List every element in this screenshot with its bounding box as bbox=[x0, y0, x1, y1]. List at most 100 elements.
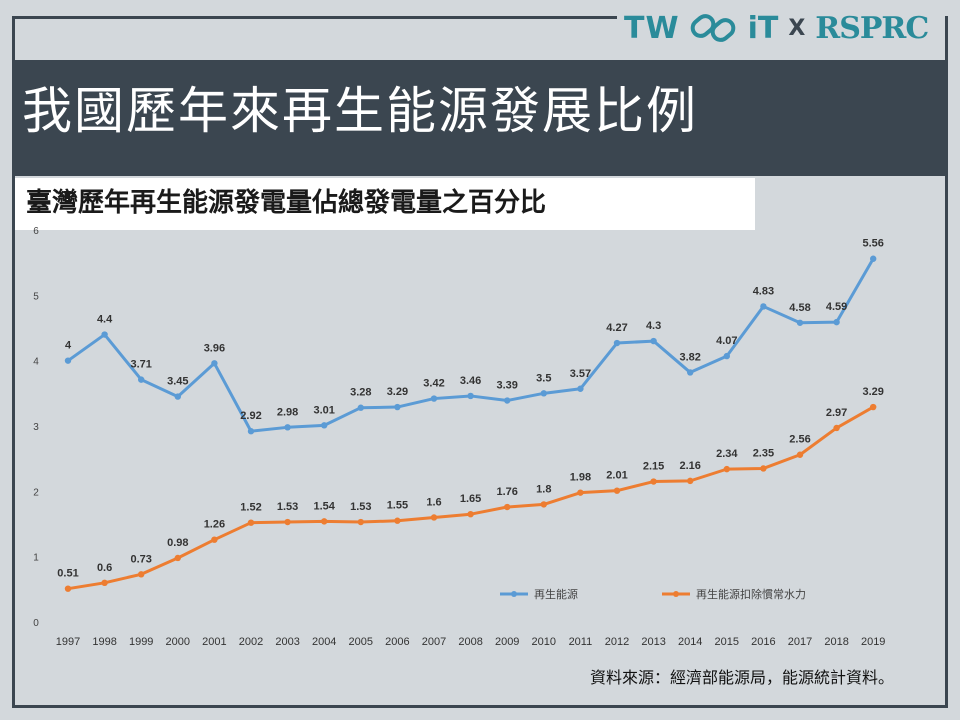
data-point bbox=[504, 503, 511, 511]
data-label: 4 bbox=[65, 340, 72, 352]
x-tick-label: 2003 bbox=[275, 636, 299, 648]
data-label: 2.16 bbox=[679, 460, 700, 472]
data-point bbox=[796, 451, 804, 458]
data-point bbox=[870, 255, 877, 262]
data-point bbox=[321, 518, 328, 525]
y-tick-label: 5 bbox=[33, 291, 39, 302]
x-tick-label: 2008 bbox=[458, 636, 482, 648]
data-label: 4.4 bbox=[97, 314, 113, 326]
data-label: 1.55 bbox=[387, 500, 408, 512]
data-label: 3.57 bbox=[570, 368, 591, 380]
x-tick-label: 2007 bbox=[422, 636, 446, 648]
data-label: 4.3 bbox=[646, 320, 661, 332]
data-point bbox=[687, 369, 694, 376]
data-point bbox=[870, 403, 877, 411]
data-point bbox=[211, 360, 218, 367]
data-label: 1.6 bbox=[426, 496, 441, 508]
data-point bbox=[833, 318, 840, 326]
data-point bbox=[174, 554, 181, 562]
data-label: 4.27 bbox=[606, 322, 627, 334]
data-point bbox=[650, 478, 657, 485]
data-label: 3.82 bbox=[679, 351, 700, 363]
data-point bbox=[467, 511, 474, 518]
data-label: 1.53 bbox=[350, 501, 371, 513]
legend-marker-1 bbox=[511, 591, 517, 597]
source-note: 資料來源：經濟部能源局，能源統計資料。 bbox=[589, 668, 894, 687]
data-label: 2.15 bbox=[643, 461, 664, 473]
logo-separator: X bbox=[788, 15, 806, 41]
data-label: 4.07 bbox=[716, 335, 737, 347]
x-tick-label: 2006 bbox=[385, 636, 409, 648]
x-tick-label: 2013 bbox=[641, 636, 665, 648]
legend-label-2: 再生能源扣除慣常水力 bbox=[696, 587, 806, 601]
data-point bbox=[321, 422, 328, 429]
x-tick-label: 2012 bbox=[605, 636, 629, 648]
y-tick-label: 3 bbox=[33, 422, 39, 433]
y-tick-label: 6 bbox=[33, 226, 39, 237]
data-point bbox=[430, 514, 438, 521]
data-point bbox=[138, 571, 145, 578]
data-point bbox=[394, 517, 401, 524]
y-tick-label: 0 bbox=[33, 618, 39, 629]
data-label: 2.35 bbox=[753, 447, 774, 459]
data-point bbox=[577, 385, 584, 392]
link-chain-icon bbox=[690, 14, 735, 42]
data-label: 1.98 bbox=[570, 472, 591, 484]
data-point bbox=[174, 393, 181, 400]
data-label: 0.6 bbox=[97, 562, 112, 574]
data-point bbox=[723, 352, 730, 360]
data-label: 2.56 bbox=[789, 434, 810, 446]
subtitle-band bbox=[15, 178, 755, 230]
data-label: 3.28 bbox=[350, 387, 371, 399]
data-point bbox=[796, 319, 804, 326]
data-label: 4.58 bbox=[789, 302, 810, 314]
data-point bbox=[687, 477, 694, 485]
data-label: 3.46 bbox=[460, 375, 481, 387]
chart-subtitle: 臺灣歷年再生能源發電量佔總發電量之百分比 bbox=[26, 188, 547, 218]
data-point bbox=[211, 536, 218, 543]
data-label: 3.5 bbox=[536, 372, 551, 384]
logo-it: iT bbox=[747, 10, 779, 46]
x-tick-label: 1997 bbox=[56, 636, 80, 648]
x-tick-label: 1998 bbox=[92, 636, 116, 648]
data-label: 1.76 bbox=[496, 486, 517, 498]
data-label: 1.26 bbox=[204, 519, 225, 531]
x-tick-label: 2005 bbox=[349, 636, 373, 648]
data-point bbox=[540, 501, 547, 508]
data-label: 4.59 bbox=[826, 301, 847, 313]
x-tick-label: 2018 bbox=[824, 636, 848, 648]
data-point bbox=[357, 518, 364, 526]
data-label: 5.56 bbox=[862, 238, 883, 250]
data-point bbox=[64, 585, 72, 592]
data-point bbox=[101, 331, 108, 338]
data-label: 3.71 bbox=[130, 359, 151, 371]
data-point bbox=[613, 339, 621, 347]
x-tick-label: 2004 bbox=[312, 636, 336, 648]
data-point bbox=[284, 424, 291, 431]
legend-label-1: 再生能源 bbox=[534, 587, 578, 601]
data-label: 1.53 bbox=[277, 501, 298, 513]
data-point bbox=[833, 424, 840, 432]
legend-marker-2 bbox=[673, 591, 679, 597]
data-label: 1.54 bbox=[313, 500, 335, 512]
data-point bbox=[64, 357, 72, 364]
y-tick-label: 4 bbox=[33, 357, 39, 368]
x-tick-label: 2010 bbox=[532, 636, 556, 648]
data-label: 3.96 bbox=[204, 342, 225, 354]
data-point bbox=[613, 487, 621, 494]
data-label: 2.98 bbox=[277, 406, 298, 418]
data-point bbox=[540, 390, 547, 397]
data-label: 1.8 bbox=[536, 483, 551, 495]
logo-tw: TW bbox=[624, 10, 680, 46]
data-point bbox=[101, 579, 108, 586]
logo: TW iT X RSPRC bbox=[624, 6, 944, 50]
data-label: 2.92 bbox=[240, 410, 261, 422]
x-tick-label: 2000 bbox=[166, 636, 190, 648]
data-label: 3.45 bbox=[167, 376, 188, 388]
x-tick-label: 2014 bbox=[678, 636, 702, 648]
data-label: 2.01 bbox=[606, 470, 627, 482]
x-tick-label: 2019 bbox=[861, 636, 885, 648]
data-point bbox=[467, 392, 474, 400]
data-label: 2.34 bbox=[716, 448, 738, 460]
data-label: 1.52 bbox=[240, 502, 261, 514]
